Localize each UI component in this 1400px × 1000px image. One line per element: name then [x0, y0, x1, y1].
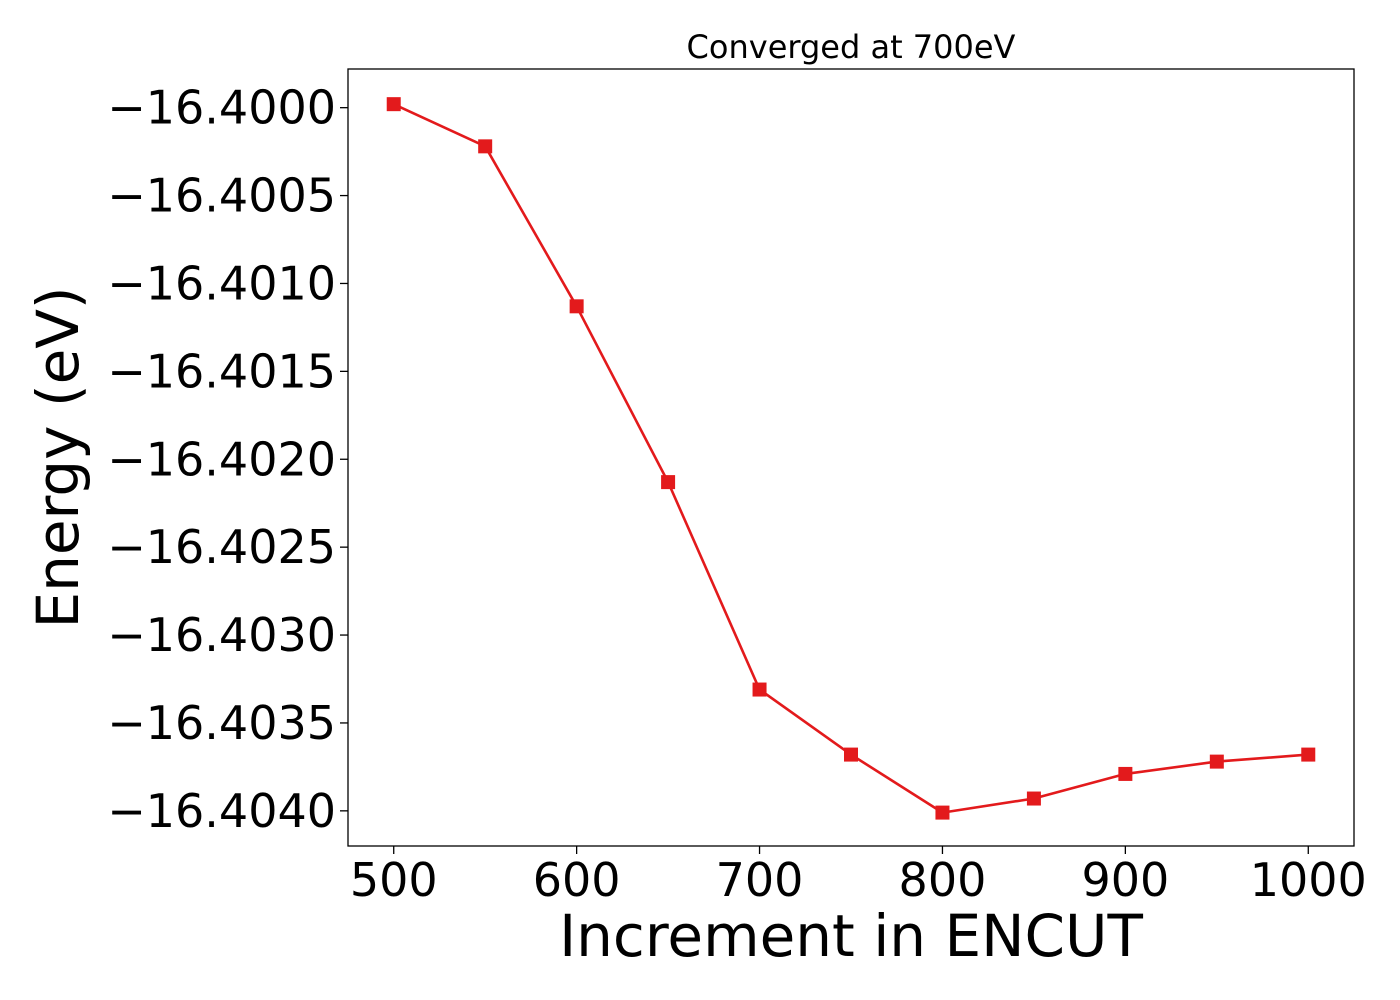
data-point: [478, 139, 493, 154]
x-tick-label: 500: [350, 853, 438, 907]
x-tick-label: 1000: [1250, 853, 1367, 907]
chart-title: Converged at 700eV: [687, 28, 1016, 66]
y-axis-label: Energy (eV): [24, 286, 92, 628]
x-tick-label: 700: [716, 853, 804, 907]
data-point: [1209, 754, 1224, 769]
data-point: [1118, 766, 1133, 781]
y-tick-label: −16.4040: [107, 784, 336, 838]
data-point: [935, 805, 950, 820]
y-axis-ticks: −16.4000 −16.4005 −16.4010 −16.4015 −16.4020…: [107, 81, 348, 838]
x-tick-label: 800: [899, 853, 987, 907]
x-tick-label: 600: [533, 853, 621, 907]
data-point: [569, 299, 584, 314]
data-point: [844, 747, 858, 762]
x-axis-label: Increment in ENCUT: [559, 902, 1143, 970]
y-tick-label: −16.4020: [107, 432, 336, 486]
data-point: [1301, 747, 1316, 762]
data-point: [661, 475, 676, 490]
plot-frame: [347, 68, 1355, 847]
x-axis-ticks: 500 600 700 800 900 1000: [350, 846, 1367, 907]
y-tick-label: −16.4015: [107, 344, 336, 398]
y-tick-label: −16.4030: [107, 608, 336, 662]
y-tick-label: −16.4035: [107, 696, 336, 750]
y-tick-label: −16.4005: [107, 169, 336, 223]
data-point: [752, 682, 767, 697]
x-tick-label: 900: [1081, 853, 1169, 907]
data-point: [1026, 791, 1041, 806]
plot-area: [347, 68, 1355, 847]
y-tick-label: −16.4025: [107, 520, 336, 574]
y-tick-label: −16.4010: [107, 256, 336, 310]
series-line: [393, 103, 1309, 814]
y-tick-label: −16.4000: [107, 81, 336, 135]
data-point: [386, 97, 401, 112]
